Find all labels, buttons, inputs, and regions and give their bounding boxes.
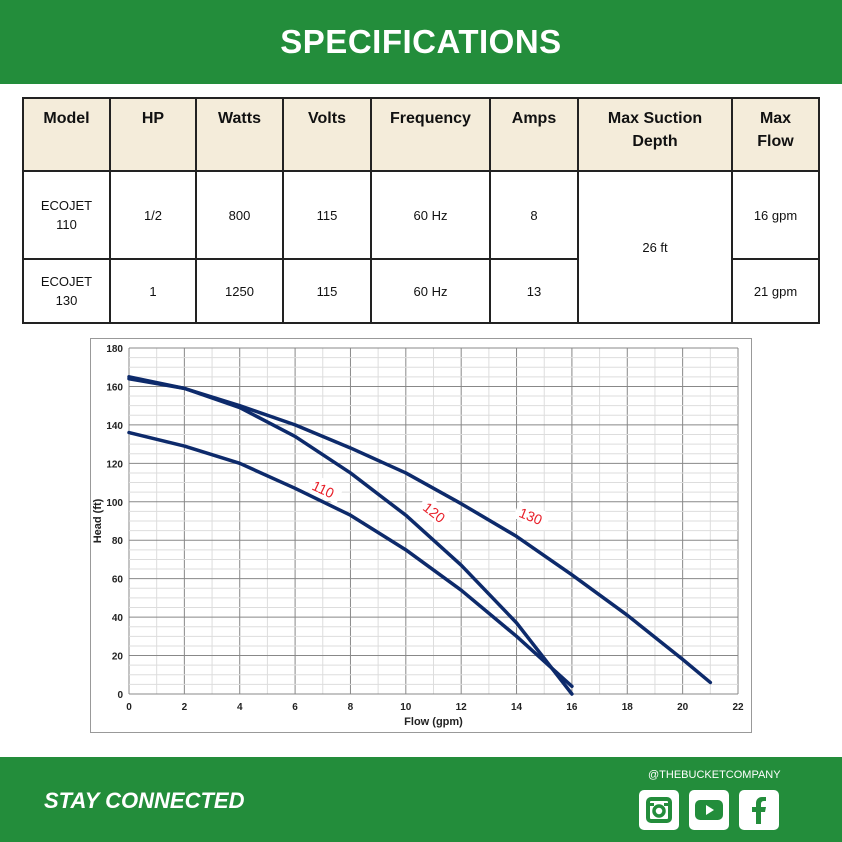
cell-hp: 1 bbox=[109, 258, 197, 324]
x-tick-label: 6 bbox=[292, 702, 298, 713]
series-line-130 bbox=[127, 377, 713, 685]
col-max-flow: Max Flow bbox=[731, 97, 820, 172]
y-tick-label: 20 bbox=[112, 652, 124, 663]
x-tick-label: 0 bbox=[126, 702, 132, 713]
col-max-suction: Max Suction Depth bbox=[577, 97, 733, 172]
series-label-bg bbox=[305, 473, 344, 505]
x-tick-label: 2 bbox=[182, 702, 188, 713]
cell-amps: 13 bbox=[489, 258, 579, 324]
table-row: ECOJET 130 1 1250 115 60 Hz 13 21 gpm bbox=[22, 258, 820, 324]
col-amps: Amps bbox=[489, 97, 579, 172]
tagline: STAY CONNECTED bbox=[44, 788, 245, 813]
y-tick-label: 100 bbox=[106, 498, 123, 509]
spec-table: Model HP Watts Volts Frequency Amps Max … bbox=[22, 97, 820, 324]
pump-curve-chart: 0 2 4 6 8 10 12 14 16 18 20 22 0 20 40 60 80 100 120 140 160… bbox=[90, 338, 752, 733]
cell-max-flow: 21 gpm bbox=[731, 258, 820, 324]
y-tick-label: 160 bbox=[106, 382, 123, 393]
x-tick-label: 10 bbox=[400, 702, 412, 713]
col-watts: Watts bbox=[195, 97, 284, 172]
y-tick-label: 0 bbox=[117, 690, 123, 701]
y-tick-label: 120 bbox=[106, 459, 123, 470]
y-tick-label: 40 bbox=[112, 613, 124, 624]
facebook-icon bbox=[752, 797, 766, 824]
y-tick-label: 140 bbox=[106, 421, 123, 432]
x-tick-label: 16 bbox=[566, 702, 578, 713]
cell-frequency: 60 Hz bbox=[370, 258, 491, 324]
col-hp: HP bbox=[109, 97, 197, 172]
cell-amps: 8 bbox=[489, 170, 579, 260]
col-model: Model bbox=[22, 97, 111, 172]
facebook-button[interactable] bbox=[739, 790, 779, 830]
x-tick-label: 22 bbox=[732, 702, 744, 713]
instagram-icon bbox=[646, 797, 672, 823]
y-axis-label: Head (ft) bbox=[92, 498, 104, 543]
x-tick-label: 12 bbox=[456, 702, 468, 713]
y-tick-label: 80 bbox=[112, 536, 124, 547]
x-tick-label: 14 bbox=[511, 702, 523, 713]
cell-watts: 800 bbox=[195, 170, 284, 260]
series-line-110 bbox=[127, 430, 574, 689]
col-frequency: Frequency bbox=[370, 97, 491, 172]
social-handle: @THEBUCKETCOMPANY bbox=[648, 769, 781, 781]
series-label-bg bbox=[512, 500, 552, 531]
cell-max-flow: 16 gpm bbox=[731, 170, 820, 260]
y-tick-label: 60 bbox=[112, 575, 124, 586]
x-axis-label: Flow (gpm) bbox=[404, 716, 463, 728]
x-tick-label: 18 bbox=[622, 702, 634, 713]
x-tick-label: 20 bbox=[677, 702, 689, 713]
x-tick-label: 4 bbox=[237, 702, 243, 713]
col-volts: Volts bbox=[282, 97, 372, 172]
cell-volts: 115 bbox=[282, 258, 372, 324]
table-row: ECOJET 110 1/2 800 115 60 Hz 8 26 ft 16 … bbox=[22, 170, 820, 324]
chart-svg: 0 2 4 6 8 10 12 14 16 18 20 22 0 20 40 60 80 100 120 140 160… bbox=[92, 344, 744, 728]
cell-max-suction: 26 ft bbox=[577, 170, 733, 324]
youtube-button[interactable] bbox=[689, 790, 729, 830]
x-tick-label: 8 bbox=[348, 702, 354, 713]
cell-watts: 1250 bbox=[195, 258, 284, 324]
cell-volts: 115 bbox=[282, 170, 372, 260]
cell-frequency: 60 Hz bbox=[370, 170, 491, 260]
instagram-button[interactable] bbox=[639, 790, 679, 830]
page-title: SPECIFICATIONS bbox=[280, 23, 562, 60]
cell-hp: 1/2 bbox=[109, 170, 197, 260]
header-banner: SPECIFICATIONS bbox=[0, 0, 842, 84]
cell-model: ECOJET 110 bbox=[22, 170, 111, 260]
series-label-bg bbox=[416, 494, 455, 530]
y-tick-label: 180 bbox=[106, 344, 123, 355]
cell-model: ECOJET 130 bbox=[22, 258, 111, 324]
youtube-icon bbox=[695, 800, 723, 820]
